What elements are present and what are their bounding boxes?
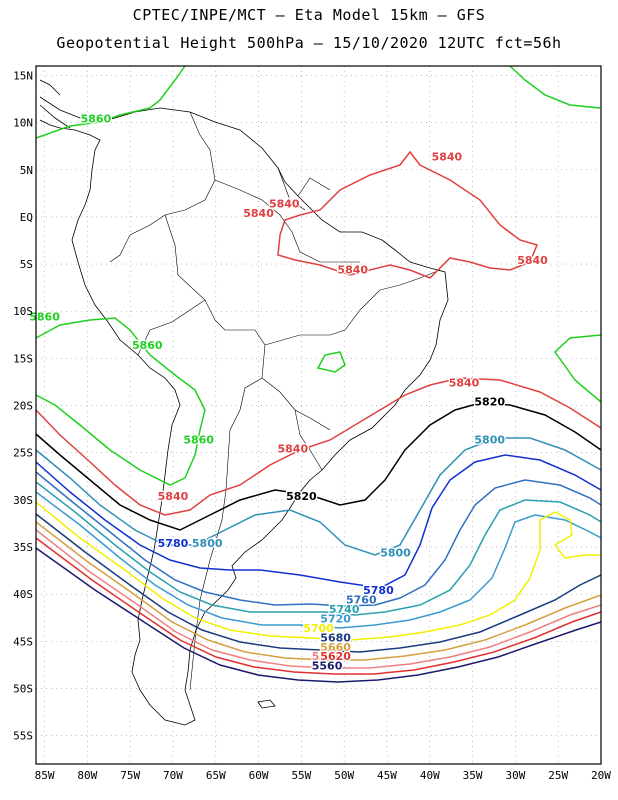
lon-tick-label: 35W [463, 769, 483, 782]
contour-5720 [35, 491, 602, 629]
contour-label: 5640 [312, 650, 343, 663]
contour-label: 5740 [329, 603, 360, 616]
contour-label: 5860 [81, 113, 112, 126]
contour-5860-west [35, 317, 206, 486]
lat-tick-label: 10N [13, 117, 33, 130]
contour-5560 [35, 547, 602, 683]
lat-tick-label: 40S [13, 588, 33, 601]
contour-5640 [35, 529, 602, 669]
lat-tick-label: 5S [20, 258, 33, 271]
contour-label: 5560 [312, 660, 343, 673]
contour-label: 5820 [474, 396, 505, 409]
contour-label: 5860 [132, 339, 163, 352]
contour-labels: 5860586058605860584058405840584058405840… [28, 111, 549, 674]
lon-tick-label: 65W [206, 769, 226, 782]
contour-label: 5620 [320, 650, 351, 663]
lat-tick-label: 50S [13, 683, 33, 696]
lon-tick-label: 75W [120, 769, 140, 782]
contour-label: 5840 [158, 490, 189, 503]
contour-label: 5860 [183, 433, 214, 446]
contour-label: 5840 [278, 443, 309, 456]
contour-label: 5800 [192, 537, 223, 550]
contour-label: 5860 [29, 311, 60, 324]
contour-5860-north [35, 65, 186, 139]
lon-tick-label: 30W [505, 769, 525, 782]
contour-label: 5660 [320, 641, 351, 654]
contour-label: 5840 [449, 377, 480, 390]
map-title-line-1: CPTEC/INPE/MCT – Eta Model 15km – GFS [132, 6, 486, 24]
lat-tick-label: 15S [13, 352, 33, 365]
lat-tick-label: 10S [13, 305, 33, 318]
contour-5680 [35, 513, 602, 653]
lat-tick-label: 30S [13, 494, 33, 507]
lon-tick-label: 45W [377, 769, 397, 782]
contour-label: 5760 [346, 594, 377, 607]
falkland-islands [257, 699, 276, 709]
plot-frame [35, 65, 602, 765]
contour-label: 5820 [286, 490, 317, 503]
lat-tick-label: 15N [13, 69, 33, 82]
lat-tick-label: 20S [13, 400, 33, 413]
lon-tick-label: 80W [77, 769, 97, 782]
contour-5860-east [554, 334, 602, 403]
contour-label: 5700 [303, 622, 334, 635]
height-contours [35, 65, 602, 683]
contour-5660 [35, 521, 602, 661]
lon-tick-label: 20W [591, 769, 611, 782]
contour-label: 5840 [243, 207, 274, 220]
contour-label: 5800 [380, 546, 411, 559]
map-title-line-2: Geopotential Height 500hPa – 15/10/2020 … [56, 34, 562, 52]
contour-5740 [35, 481, 602, 616]
lon-tick-label: 25W [548, 769, 568, 782]
map-gridlines [36, 66, 602, 764]
contour-5800 [35, 437, 602, 556]
lat-tick-label: EQ [20, 211, 33, 224]
contour-5780 [35, 454, 602, 589]
lon-tick-label: 50W [334, 769, 354, 782]
contour-label: 5780 [158, 537, 189, 550]
contour-label: 5840 [432, 150, 463, 163]
lon-tick-label: 70W [163, 769, 183, 782]
lat-tick-label: 45S [13, 635, 33, 648]
south-america-coastline [39, 96, 449, 726]
lat-tick-label: 25S [13, 447, 33, 460]
lon-tick-label: 85W [35, 769, 55, 782]
contour-5860-small [316, 351, 346, 373]
contour-5840-south [35, 377, 602, 516]
lat-tick-label: 35S [13, 541, 33, 554]
contour-5840-north [277, 150, 539, 279]
contour-label: 5840 [269, 197, 300, 210]
contour-label: 5800 [474, 433, 505, 446]
contour-5820 [35, 402, 602, 531]
lat-tick-label: 5N [20, 164, 33, 177]
contour-label: 5780 [363, 584, 394, 597]
contour-5620 [35, 537, 602, 675]
lon-tick-label: 55W [291, 769, 311, 782]
axis-tick-labels: 15N 10N 5N EQ 5S 10S 15S 20S 25S 30S 35S 40S 45S 50S 5… [13, 69, 611, 782]
contour-5700 [35, 501, 601, 641]
contour-label: 5840 [517, 254, 548, 267]
lon-tick-label: 60W [249, 769, 269, 782]
contour-label: 5680 [320, 631, 351, 644]
lat-tick-label: 55S [13, 730, 33, 743]
contour-label: 5720 [320, 613, 351, 626]
contour-5860-northeast [509, 65, 601, 109]
contour-label: 5840 [337, 264, 368, 277]
central-america-coast [39, 79, 71, 129]
contour-5760 [35, 471, 602, 607]
lon-tick-label: 40W [420, 769, 440, 782]
